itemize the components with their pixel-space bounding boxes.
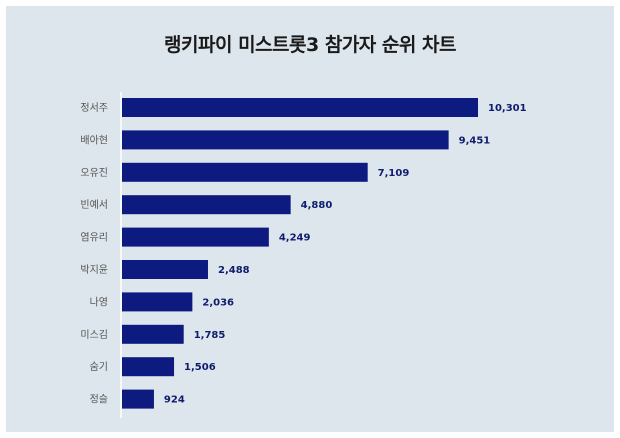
category-label: 미스김 — [80, 329, 108, 341]
bar-6 — [122, 260, 208, 279]
bar-1 — [122, 98, 478, 117]
value-label: 9,451 — [459, 135, 491, 146]
value-label: 10,301 — [488, 103, 527, 114]
value-label: 2,488 — [218, 265, 250, 276]
category-label: 배아현 — [80, 134, 108, 146]
category-label: 오유진 — [80, 167, 108, 179]
value-label: 4,249 — [279, 233, 311, 244]
category-label: 염유리 — [80, 232, 108, 244]
bar-8 — [122, 324, 184, 344]
value-label: 1,785 — [194, 330, 226, 341]
bar-5 — [122, 227, 269, 247]
bar-7 — [122, 292, 193, 312]
bar-2 — [122, 130, 449, 150]
bar-10 — [122, 389, 154, 409]
category-label: 정서주 — [80, 102, 108, 114]
value-label: 924 — [164, 395, 185, 406]
value-label: 4,880 — [301, 200, 333, 211]
value-label: 1,506 — [184, 362, 216, 373]
category-label: 정슬 — [90, 394, 108, 406]
chart-background — [6, 6, 614, 432]
bar-9 — [122, 357, 175, 377]
category-label: 박지윤 — [80, 264, 108, 276]
value-label: 7,109 — [378, 168, 410, 179]
category-label: 빈예서 — [80, 199, 108, 211]
chart-title: 랭키파이 미스트롯3 참가자 순위 차트 — [164, 34, 456, 56]
bar-4 — [122, 195, 291, 215]
bar-3 — [122, 162, 368, 182]
category-label: 나영 — [90, 296, 108, 308]
category-label: 숨기 — [90, 361, 108, 373]
value-label: 2,036 — [202, 297, 234, 308]
